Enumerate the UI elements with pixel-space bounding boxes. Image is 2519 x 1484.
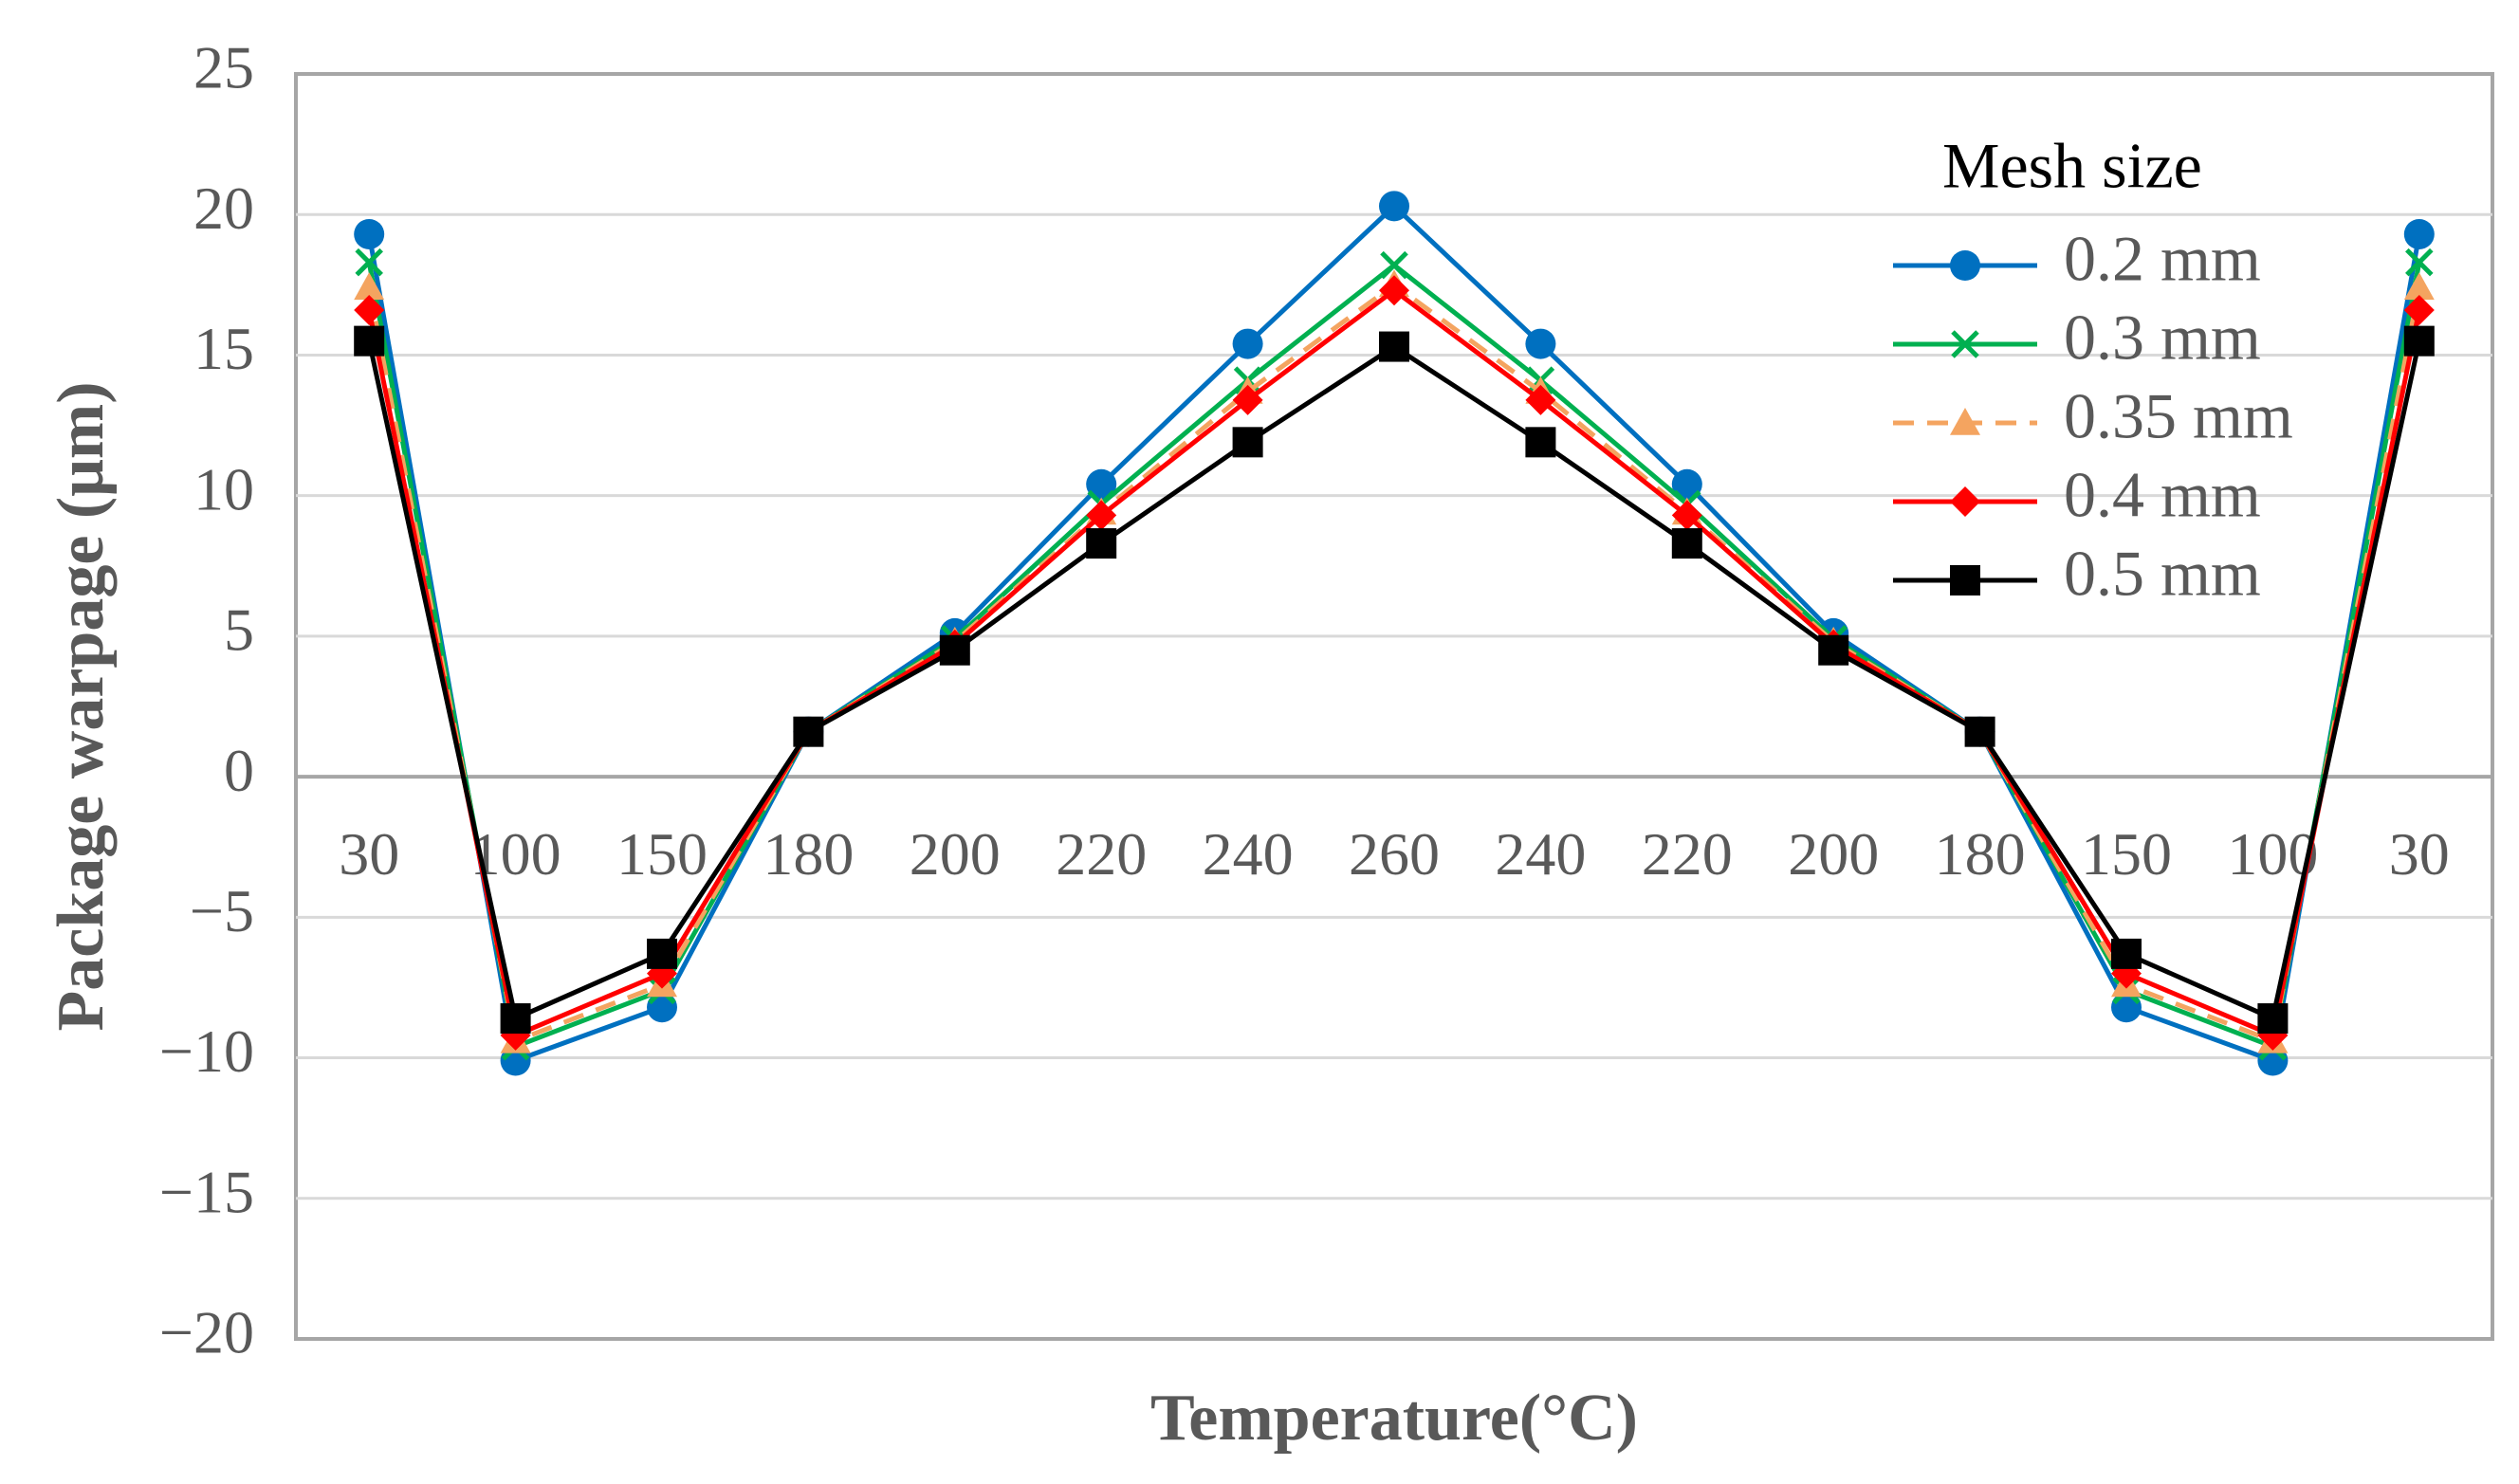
- data-point: [1232, 427, 1263, 458]
- series-0_5-mm: [354, 325, 2435, 1035]
- y-tick-label: 10: [193, 455, 254, 522]
- x-tick-label: 30: [339, 820, 399, 888]
- legend-item: 0.2 mm: [1893, 223, 2261, 295]
- data-point: [2111, 938, 2142, 969]
- data-point: [1671, 500, 1702, 531]
- data-point: [1525, 328, 1556, 359]
- x-tick-label: 220: [1056, 820, 1147, 888]
- data-point: [354, 272, 385, 301]
- gridlines: [296, 212, 2492, 1200]
- y-tick-label: −5: [190, 877, 254, 944]
- y-tick-label: −10: [159, 1017, 254, 1085]
- x-tick-labels: 30 100 150 180 200 220 240 260 240 220 200 180 150 10…: [339, 820, 2450, 888]
- data-point: [355, 247, 383, 277]
- data-point: [2403, 272, 2435, 301]
- x-tick-label: 200: [910, 820, 1001, 888]
- data-point: [1950, 565, 1980, 595]
- y-tick-label: 15: [193, 315, 254, 382]
- x-tick-label: 150: [2081, 820, 2172, 888]
- y-tick-label: 0: [224, 737, 254, 804]
- y-tick-labels: 25 20 15 10 5 0 −5 −10 −15 −20: [159, 34, 254, 1366]
- data-point-stroke: [355, 247, 383, 277]
- data-point: [2403, 295, 2435, 326]
- data-point: [1964, 716, 1995, 747]
- data-series: [354, 191, 2435, 1076]
- data-point-stroke: [1380, 250, 1408, 280]
- data-point: [647, 938, 677, 969]
- data-point: [354, 218, 385, 249]
- data-point: [1950, 250, 1980, 281]
- legend-item: 0.4 mm: [1893, 459, 2261, 531]
- data-point-stroke: [2405, 247, 2434, 277]
- legend-title: Mesh size: [1942, 130, 2202, 202]
- data-point: [1086, 468, 1117, 500]
- legend-label: 0.4 mm: [2064, 459, 2261, 531]
- data-point-stroke: [1951, 330, 1979, 358]
- x-tick-label: 240: [1203, 820, 1294, 888]
- data-point: [1379, 331, 1409, 362]
- data-point: [1951, 330, 1979, 358]
- y-tick-label: 5: [224, 596, 254, 664]
- data-point: [1380, 250, 1408, 280]
- data-point: [1950, 486, 1980, 517]
- data-point: [2403, 218, 2435, 249]
- data-point: [1232, 328, 1263, 359]
- data-point: [1086, 500, 1117, 531]
- y-tick-label: 20: [193, 174, 254, 242]
- x-tick-label: 240: [1495, 820, 1586, 888]
- data-point: [939, 634, 970, 666]
- data-point: [1818, 634, 1849, 666]
- x-tick-label: 150: [616, 820, 708, 888]
- data-point: [1232, 384, 1263, 415]
- data-point: [2403, 325, 2435, 357]
- data-point: [1086, 528, 1117, 559]
- data-point: [1671, 528, 1702, 559]
- legend-item: 0.5 mm: [1893, 538, 2261, 610]
- x-tick-label: 200: [1788, 820, 1879, 888]
- legend-label: 0.3 mm: [2064, 302, 2261, 374]
- data-point: [1525, 427, 1556, 458]
- data-point: [793, 716, 824, 747]
- data-point: [354, 295, 385, 326]
- y-axis-title: Package warpage (μm): [45, 381, 118, 1031]
- data-point: [1379, 191, 1409, 222]
- y-tick-label: −20: [159, 1299, 254, 1366]
- x-axis-title: Temperature(°C): [1150, 1382, 1638, 1455]
- data-point: [2405, 247, 2434, 277]
- x-tick-label: 180: [763, 820, 854, 888]
- data-point: [1379, 275, 1409, 306]
- legend-item: 0.35 mm: [1893, 380, 2293, 452]
- x-tick-label: 260: [1349, 820, 1440, 888]
- data-point: [354, 325, 385, 357]
- legend-item: 0.3 mm: [1893, 302, 2261, 374]
- legend: Mesh size 0.2 mm0.3 mm0.35 mm0.4 mm0.5 m…: [1893, 130, 2293, 610]
- x-tick-label: 220: [1642, 820, 1733, 888]
- legend-label: 0.35 mm: [2064, 380, 2293, 452]
- x-tick-label: 30: [2389, 820, 2450, 888]
- data-point: [1950, 408, 1980, 435]
- data-point: [1671, 468, 1702, 500]
- y-tick-label: −15: [159, 1158, 254, 1225]
- x-tick-label: 180: [1935, 820, 2026, 888]
- data-point: [1525, 384, 1556, 415]
- y-tick-label: 25: [193, 34, 254, 101]
- legend-label: 0.2 mm: [2064, 223, 2261, 295]
- data-point: [500, 1003, 531, 1035]
- legend-label: 0.5 mm: [2064, 538, 2261, 610]
- data-point: [2257, 1003, 2289, 1035]
